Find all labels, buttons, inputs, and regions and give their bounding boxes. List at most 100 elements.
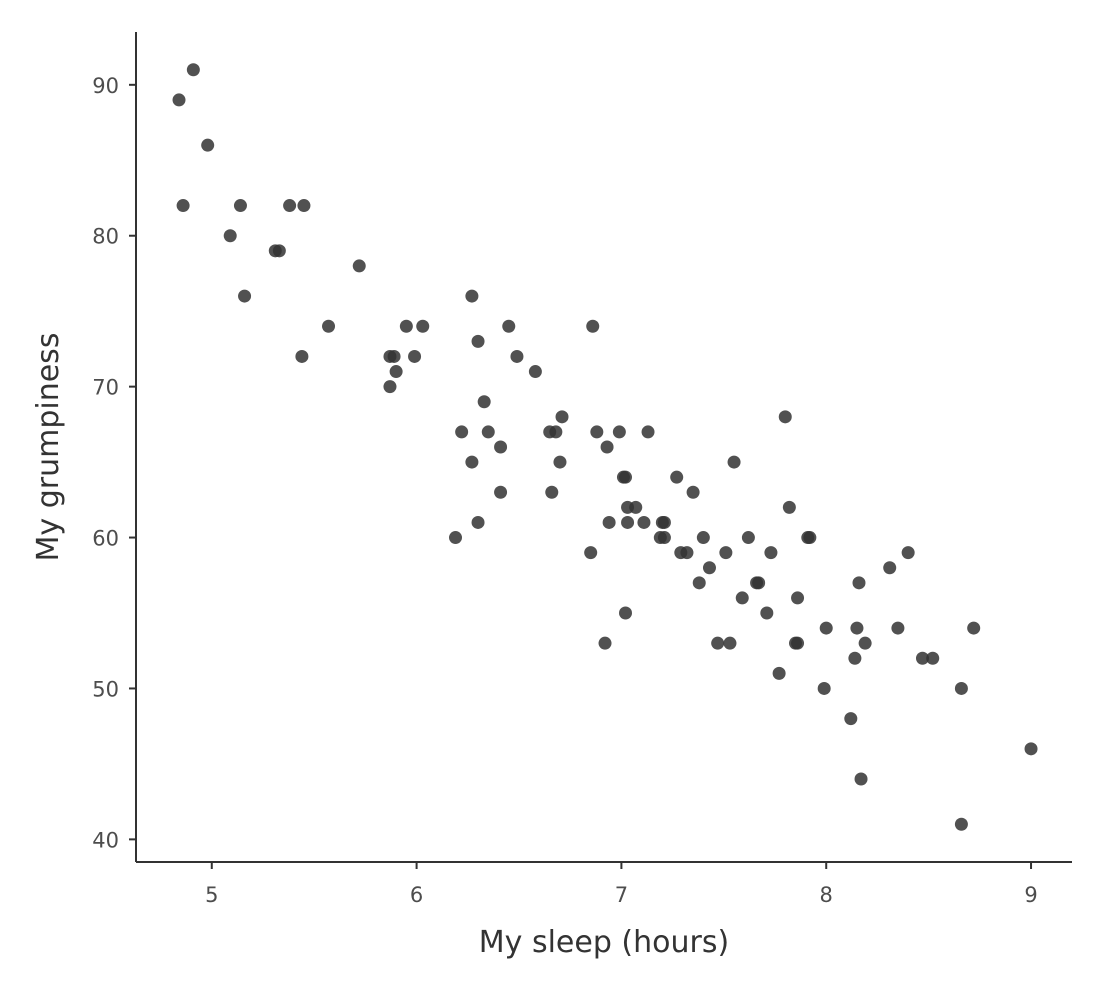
data-point — [752, 576, 766, 590]
x-tick-label: 8 — [820, 883, 833, 907]
data-point — [297, 199, 311, 213]
data-point — [602, 515, 616, 529]
x-axis-title: My sleep (hours) — [479, 925, 729, 960]
data-point — [612, 425, 626, 439]
data-point — [629, 500, 643, 514]
data-point — [477, 395, 491, 409]
data-point — [702, 561, 716, 575]
data-point — [670, 470, 684, 484]
data-point — [555, 410, 569, 424]
data-point — [465, 455, 479, 469]
data-point — [201, 138, 215, 152]
data-point — [619, 606, 633, 620]
data-point — [352, 259, 366, 273]
data-point — [619, 470, 633, 484]
y-tick-label: 80 — [92, 225, 119, 249]
data-point — [600, 440, 614, 454]
data-point — [272, 244, 286, 258]
data-point — [741, 531, 755, 545]
x-tick-label: 6 — [410, 883, 423, 907]
data-point — [502, 319, 516, 333]
data-point — [172, 93, 186, 107]
data-point — [494, 485, 508, 499]
data-point — [233, 199, 247, 213]
x-tick-label: 7 — [615, 883, 628, 907]
data-point — [223, 229, 237, 243]
data-point — [590, 425, 604, 439]
data-point — [778, 410, 792, 424]
data-point — [735, 591, 749, 605]
data-point — [915, 651, 929, 665]
data-point — [967, 621, 981, 635]
data-point — [791, 636, 805, 650]
ticks-layer: 5 6 7 8 9 40 50 60 70 80 90 — [92, 74, 1037, 907]
data-point — [901, 546, 915, 560]
data-point — [926, 651, 940, 665]
data-point — [883, 561, 897, 575]
data-point — [891, 621, 905, 635]
data-point — [465, 289, 479, 303]
data-point — [772, 666, 786, 680]
data-point — [711, 636, 725, 650]
y-tick-label: 40 — [92, 828, 119, 852]
data-point — [408, 349, 422, 363]
data-point — [584, 546, 598, 560]
data-point — [471, 334, 485, 348]
data-point — [657, 515, 671, 529]
data-point — [481, 425, 495, 439]
data-point — [322, 319, 336, 333]
data-point — [848, 651, 862, 665]
data-point — [803, 531, 817, 545]
data-point — [416, 319, 430, 333]
data-point — [621, 515, 635, 529]
axes-layer — [135, 32, 1072, 863]
y-axis-title: My grumpiness — [31, 333, 66, 562]
data-point — [858, 636, 872, 650]
data-point — [545, 485, 559, 499]
data-point — [549, 425, 563, 439]
data-point — [819, 621, 833, 635]
y-tick-label: 70 — [92, 376, 119, 400]
data-point — [727, 455, 741, 469]
data-point — [389, 365, 403, 379]
data-point — [471, 515, 485, 529]
data-point — [1024, 742, 1038, 756]
data-point — [657, 531, 671, 545]
points-layer — [172, 63, 1038, 831]
data-point — [680, 546, 694, 560]
data-point — [723, 636, 737, 650]
y-tick-label: 60 — [92, 527, 119, 551]
data-point — [528, 365, 542, 379]
data-point — [387, 349, 401, 363]
data-point — [719, 546, 733, 560]
data-point — [295, 349, 309, 363]
data-point — [176, 199, 190, 213]
data-point — [399, 319, 413, 333]
y-tick-label: 90 — [92, 74, 119, 98]
x-tick-label: 5 — [205, 883, 218, 907]
data-point — [791, 591, 805, 605]
data-point — [586, 319, 600, 333]
data-point — [449, 531, 463, 545]
data-point — [186, 63, 200, 77]
data-point — [692, 576, 706, 590]
data-point — [954, 681, 968, 695]
y-tick-label: 50 — [92, 677, 119, 701]
data-point — [782, 500, 796, 514]
data-point — [553, 455, 567, 469]
data-point — [455, 425, 469, 439]
data-point — [283, 199, 297, 213]
data-point — [686, 485, 700, 499]
data-point — [954, 817, 968, 831]
data-point — [637, 515, 651, 529]
data-point — [383, 380, 397, 394]
data-point — [817, 681, 831, 695]
data-point — [844, 712, 858, 726]
data-point — [598, 636, 612, 650]
data-point — [764, 546, 778, 560]
data-point — [850, 621, 864, 635]
data-point — [510, 349, 524, 363]
data-point — [760, 606, 774, 620]
x-tick-label: 9 — [1024, 883, 1037, 907]
